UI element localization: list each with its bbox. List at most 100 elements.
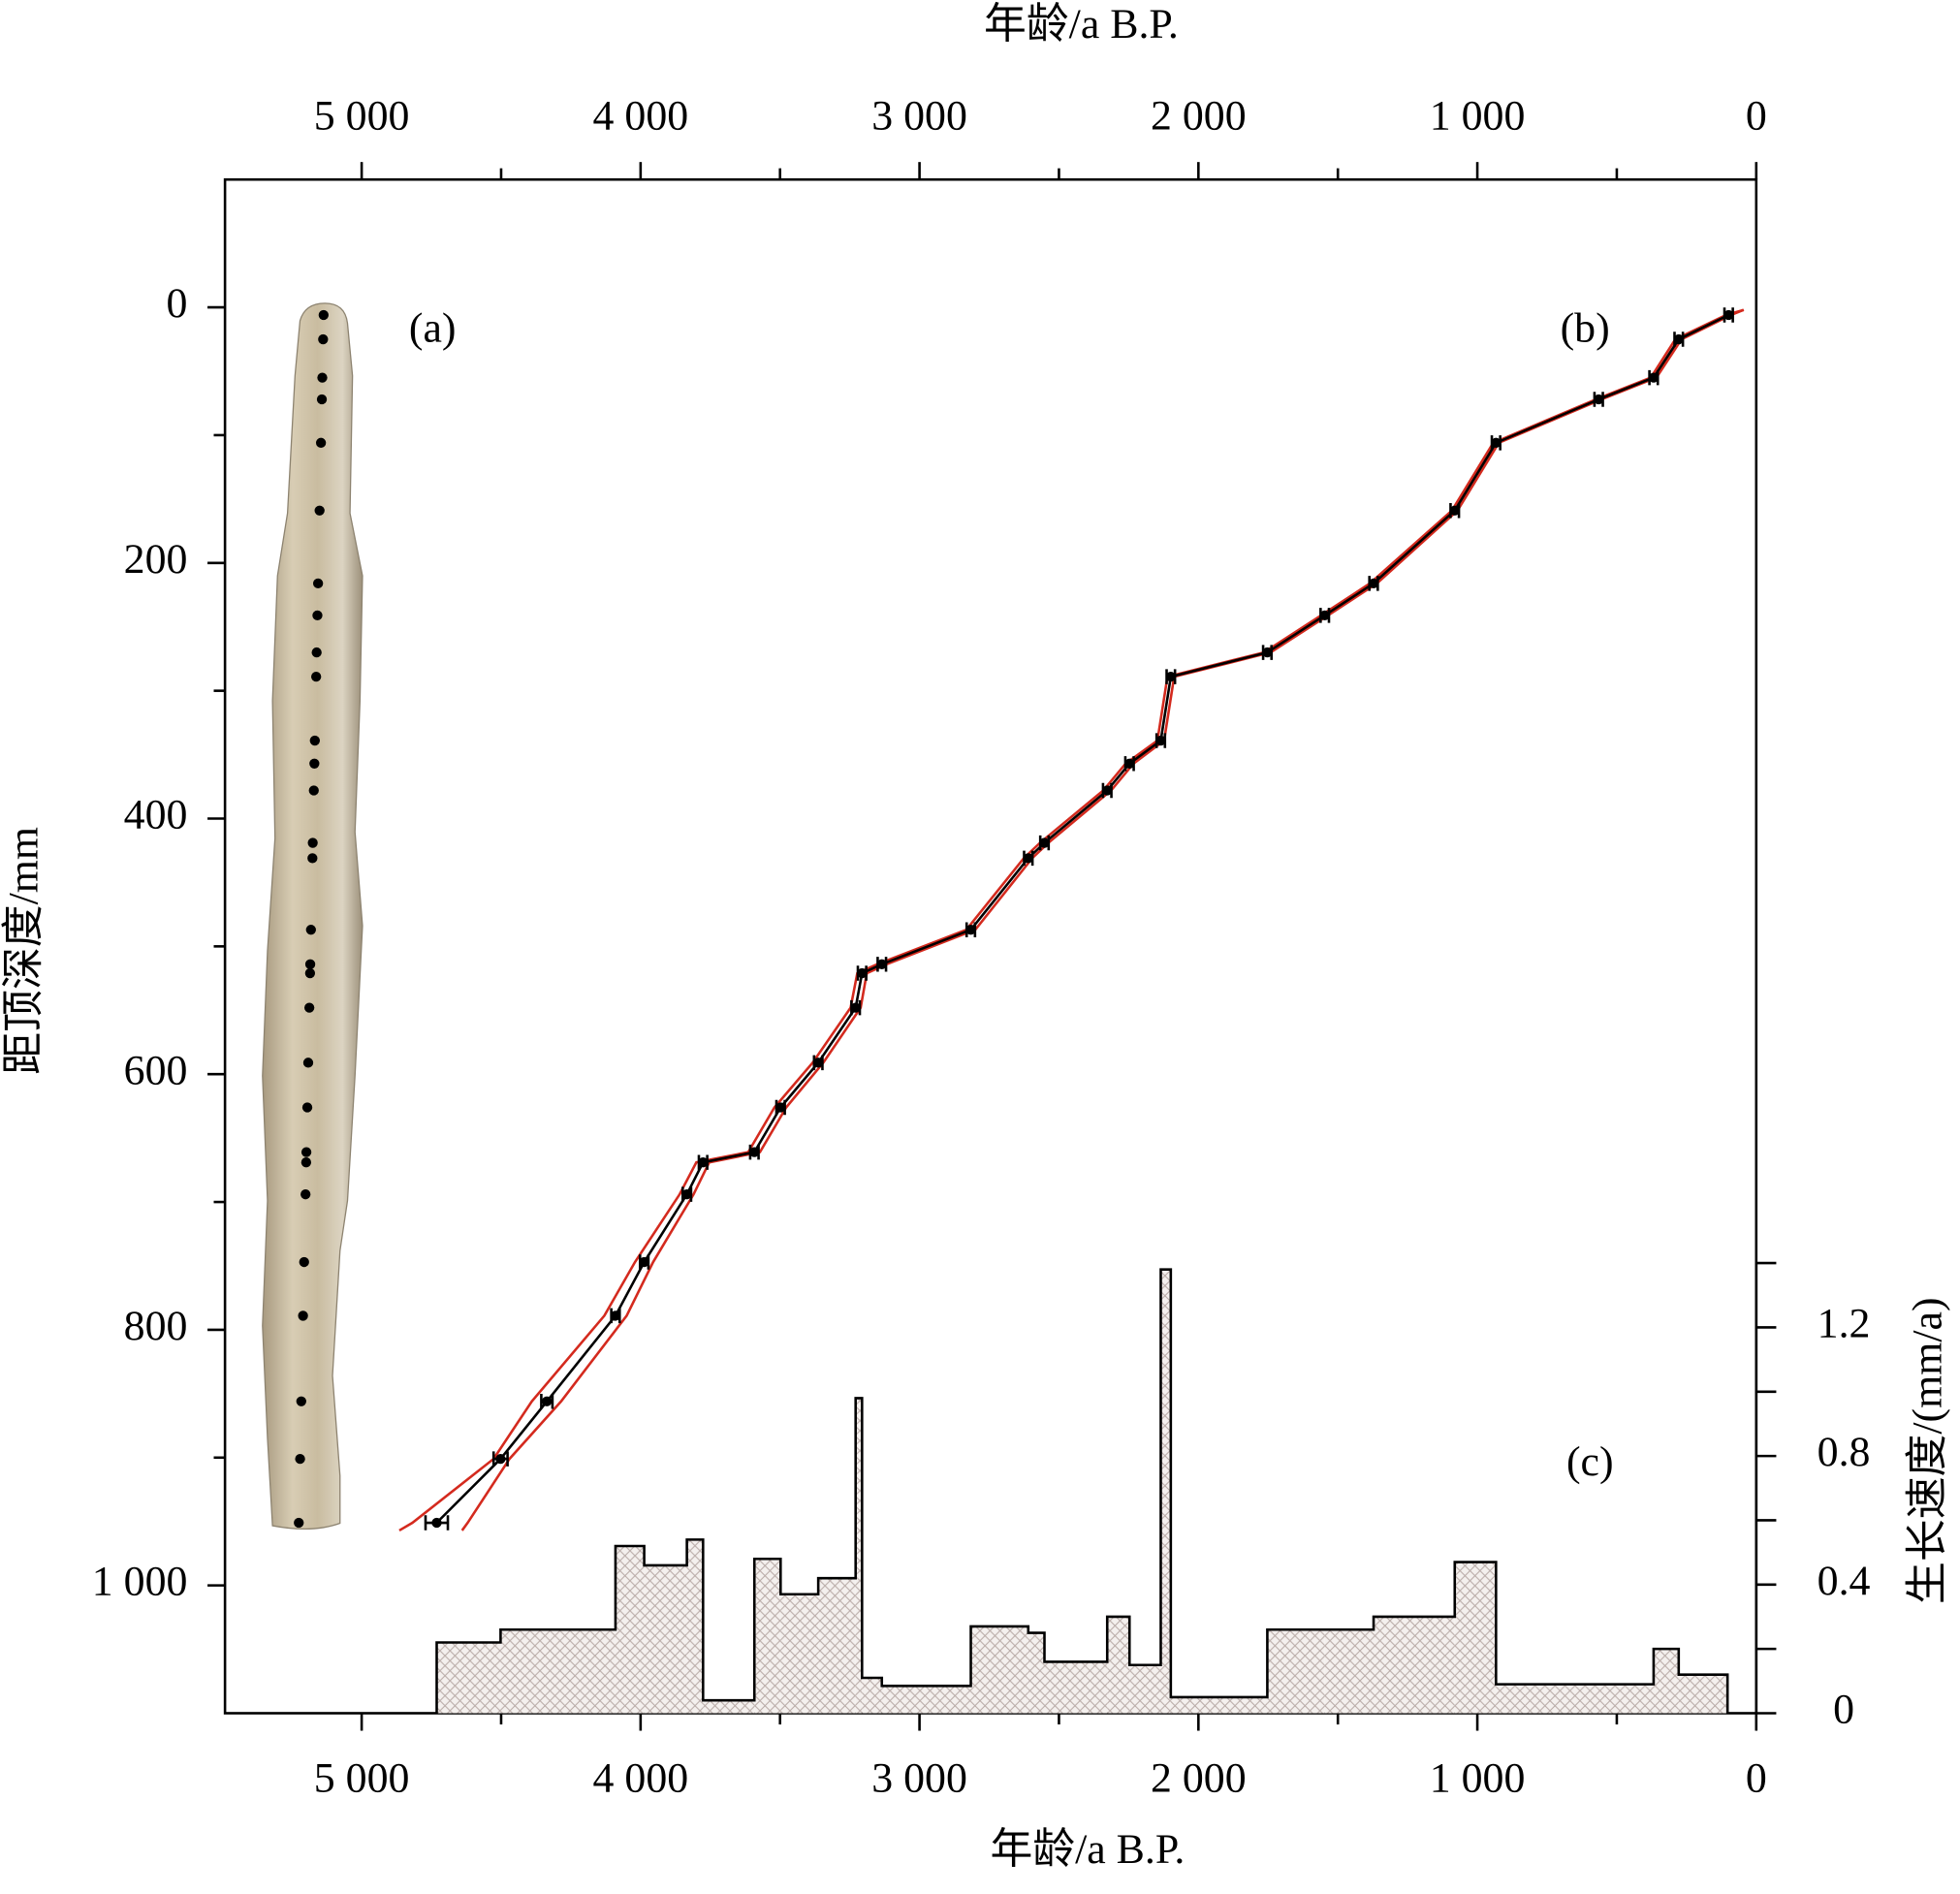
sample-dot xyxy=(309,735,320,746)
date-point xyxy=(1673,333,1684,345)
y-tick-label: 600 xyxy=(124,1047,188,1093)
axes-frame xyxy=(223,177,1758,1715)
date-point xyxy=(1039,837,1050,848)
x-tick-label-bottom: 1 000 xyxy=(1430,1754,1526,1801)
growth-rate-bar xyxy=(703,1700,755,1714)
date-point xyxy=(876,959,887,969)
growth-rate-bar xyxy=(1454,1562,1497,1714)
sample-dot xyxy=(301,1102,313,1113)
sample-dot xyxy=(318,309,329,321)
date-point xyxy=(681,1188,692,1200)
y-tick-label: 1 000 xyxy=(92,1559,188,1605)
x-tick-label-bottom: 0 xyxy=(1746,1754,1767,1801)
x-tick-label-top: 1 000 xyxy=(1430,92,1526,139)
date-point xyxy=(1124,758,1135,769)
date-point xyxy=(1102,785,1113,796)
date-point xyxy=(610,1310,621,1321)
x-tick-label-top: 4 000 xyxy=(593,92,689,139)
sample-dot xyxy=(305,925,316,935)
stalagmite-photo xyxy=(262,302,364,1531)
growth-rate-bar xyxy=(1170,1696,1268,1714)
sample-dot xyxy=(300,1188,311,1200)
x-axis-title-top: 年龄/a B.P. xyxy=(984,1,1179,47)
growth-rate-bar xyxy=(862,1678,882,1714)
growth-rate-bar xyxy=(1374,1616,1455,1714)
y-axis-title: 距顶深度/mm xyxy=(0,827,47,1075)
growth-rate-bar xyxy=(780,1594,819,1714)
date-point xyxy=(857,967,868,979)
date-point xyxy=(1648,372,1660,383)
date-point xyxy=(698,1157,709,1168)
sample-dot xyxy=(318,333,329,345)
sample-dot xyxy=(300,1157,312,1168)
sample-dot xyxy=(303,1002,315,1013)
date-point xyxy=(1262,647,1273,658)
sample-dot xyxy=(315,437,327,449)
date-point xyxy=(1594,394,1604,405)
annotation: (a) xyxy=(409,305,457,352)
growth-rate-bar xyxy=(1496,1684,1654,1714)
x-tick-label-bottom: 3 000 xyxy=(871,1754,967,1801)
sample-dot xyxy=(295,1453,305,1465)
date-point xyxy=(850,1002,861,1013)
growth-rate-bar xyxy=(1160,1269,1171,1714)
sample-dot xyxy=(299,1256,309,1268)
sample-dot xyxy=(317,372,328,383)
y-tick-label: 400 xyxy=(124,792,188,838)
sample-dot xyxy=(308,785,319,796)
date-point xyxy=(1023,853,1033,864)
model-upper-bound xyxy=(460,308,1745,1531)
x-tick-label-top: 2 000 xyxy=(1151,92,1247,139)
x-tick-label-top: 3 000 xyxy=(871,92,967,139)
sample-dot xyxy=(302,1057,314,1068)
growth-rate-outline xyxy=(435,1268,1729,1714)
x-tick-label-bottom: 4 000 xyxy=(593,1754,689,1801)
sample-dot xyxy=(311,671,322,682)
y2-tick-label: 0 xyxy=(1833,1687,1854,1733)
age-depth-line xyxy=(435,313,1729,1524)
growth-rate-bar xyxy=(615,1545,645,1714)
date-point xyxy=(542,1396,553,1406)
x-tick-label-top: 0 xyxy=(1746,92,1767,139)
growth-rate-bar xyxy=(1324,1629,1375,1714)
y-tick-label: 0 xyxy=(167,280,188,327)
y2-axis-title: 生长速度/(mm/a) xyxy=(1904,1297,1950,1603)
sample-dot xyxy=(307,837,318,848)
growth-rate-bar xyxy=(1044,1661,1108,1714)
date-point xyxy=(1449,505,1460,516)
growth-rate-bar xyxy=(855,1398,863,1714)
date-point xyxy=(775,1102,786,1113)
date-point xyxy=(639,1256,649,1268)
date-point xyxy=(1368,578,1379,589)
growth-rate-bar xyxy=(1027,1632,1045,1714)
sample-dot xyxy=(298,1310,308,1321)
date-point xyxy=(431,1517,442,1529)
growth-rate-bar xyxy=(881,1686,971,1714)
plot-frame xyxy=(223,177,1758,1715)
growth-rate-bar xyxy=(1653,1649,1679,1714)
date-point xyxy=(812,1057,824,1068)
growth-rate-bar xyxy=(818,1578,856,1714)
growth-rate-bar xyxy=(436,1642,501,1714)
growth-rate-bar xyxy=(1129,1664,1161,1714)
sample-dot xyxy=(304,967,316,979)
growth-rate-bar xyxy=(500,1629,616,1714)
date-point xyxy=(1319,610,1330,621)
growth-rate-bar xyxy=(686,1539,704,1714)
sample-dot xyxy=(309,758,320,769)
sample-dot xyxy=(311,647,322,658)
sample-dot xyxy=(316,394,328,405)
sample-dot xyxy=(304,959,316,969)
date-point xyxy=(965,925,976,935)
date-point xyxy=(749,1147,760,1157)
growth-rate-bar xyxy=(1678,1674,1728,1714)
growth-rate-bar xyxy=(754,1559,781,1714)
x-axis-title-bottom: 年龄/a B.P. xyxy=(990,1826,1185,1873)
date-point xyxy=(1723,309,1734,321)
y-tick-label: 200 xyxy=(124,536,188,583)
date-point xyxy=(1155,735,1166,746)
growth-rate-bar xyxy=(970,1626,1028,1714)
sample-dot xyxy=(296,1396,306,1406)
growth-rate-bar xyxy=(644,1564,687,1714)
